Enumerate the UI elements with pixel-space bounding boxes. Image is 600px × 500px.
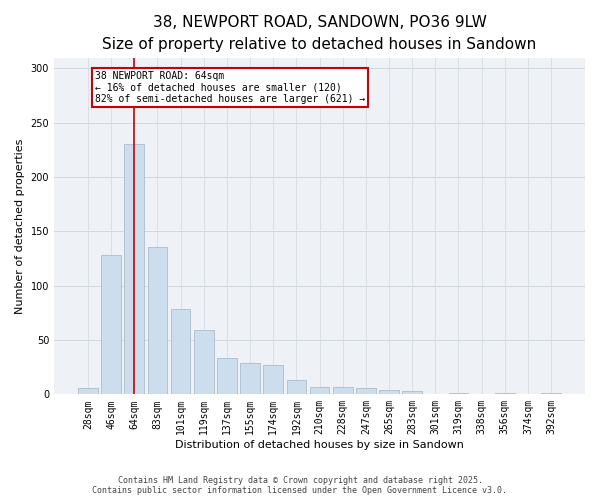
Bar <box>495 393 515 394</box>
Bar <box>124 144 144 394</box>
Text: 38 NEWPORT ROAD: 64sqm
← 16% of detached houses are smaller (120)
82% of semi-de: 38 NEWPORT ROAD: 64sqm ← 16% of detached… <box>95 70 365 104</box>
Bar <box>310 386 329 394</box>
Title: 38, NEWPORT ROAD, SANDOWN, PO36 9LW
Size of property relative to detached houses: 38, NEWPORT ROAD, SANDOWN, PO36 9LW Size… <box>103 15 536 52</box>
X-axis label: Distribution of detached houses by size in Sandown: Distribution of detached houses by size … <box>175 440 464 450</box>
Bar <box>171 308 190 394</box>
Bar <box>356 388 376 394</box>
Bar <box>194 330 214 394</box>
Bar <box>287 380 306 394</box>
Text: Contains HM Land Registry data © Crown copyright and database right 2025.
Contai: Contains HM Land Registry data © Crown c… <box>92 476 508 495</box>
Bar <box>217 358 237 394</box>
Y-axis label: Number of detached properties: Number of detached properties <box>15 138 25 314</box>
Bar <box>449 393 468 394</box>
Bar <box>263 365 283 394</box>
Bar <box>402 391 422 394</box>
Bar <box>101 256 121 394</box>
Bar <box>333 386 353 394</box>
Bar <box>240 363 260 394</box>
Bar <box>148 246 167 394</box>
Bar <box>541 393 561 394</box>
Bar <box>78 388 98 394</box>
Bar <box>379 390 399 394</box>
